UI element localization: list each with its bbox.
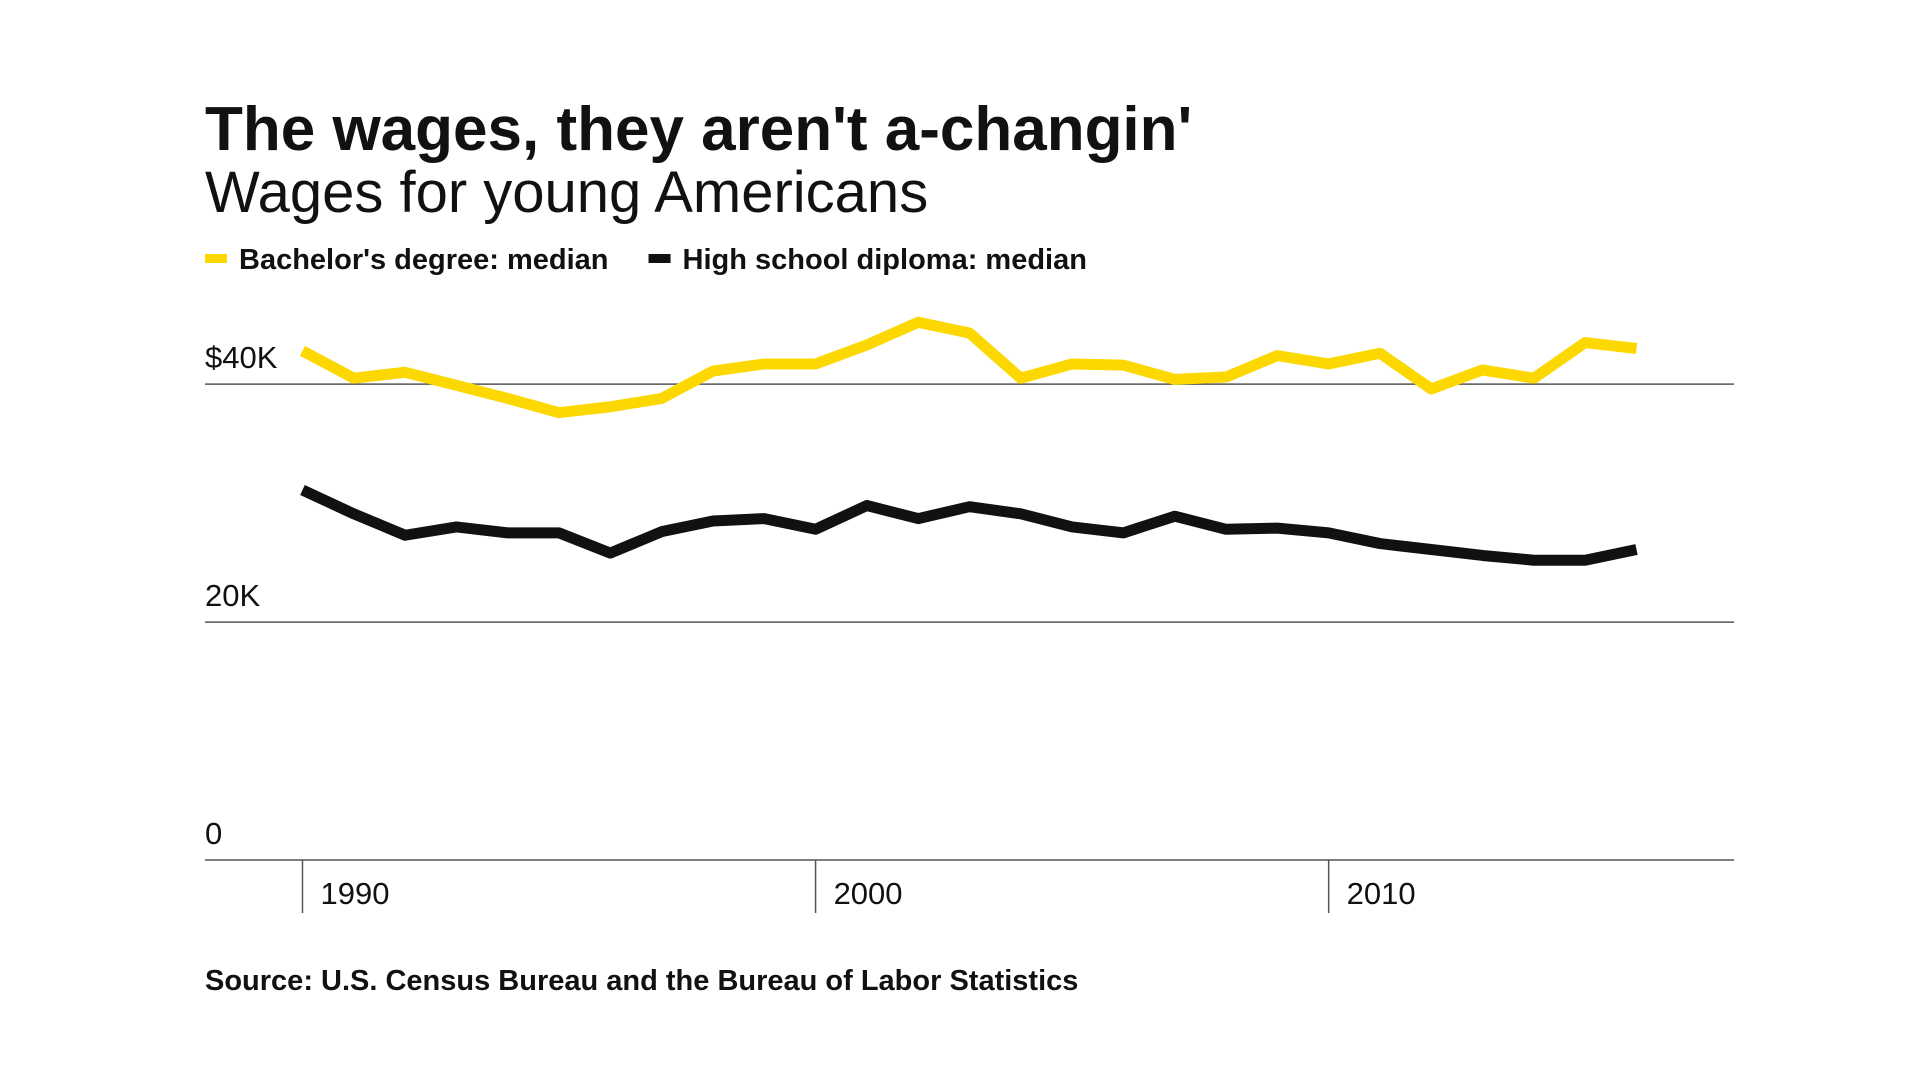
y-tick-label: 0: [205, 816, 222, 851]
legend-swatch: [648, 254, 671, 263]
x-tick-label: 1990: [320, 876, 389, 911]
x-tick-label: 2010: [1347, 876, 1416, 911]
legend-swatch: [205, 254, 227, 263]
x-tick-label: 2000: [834, 876, 903, 911]
chart-title: The wages, they aren't a-changin': [205, 95, 1192, 164]
chart-subtitle: Wages for young Americans: [205, 160, 928, 225]
legend-label: High school diploma: median: [683, 244, 1087, 276]
legend-label: Bachelor's degree: median: [239, 244, 609, 276]
y-tick-label: 20K: [205, 578, 260, 613]
y-tick-label: $40K: [205, 340, 278, 375]
source: Source: U.S. Census Bureau and the Burea…: [205, 965, 1078, 997]
series-line: [299, 316, 1638, 419]
series-line: [300, 485, 1638, 566]
